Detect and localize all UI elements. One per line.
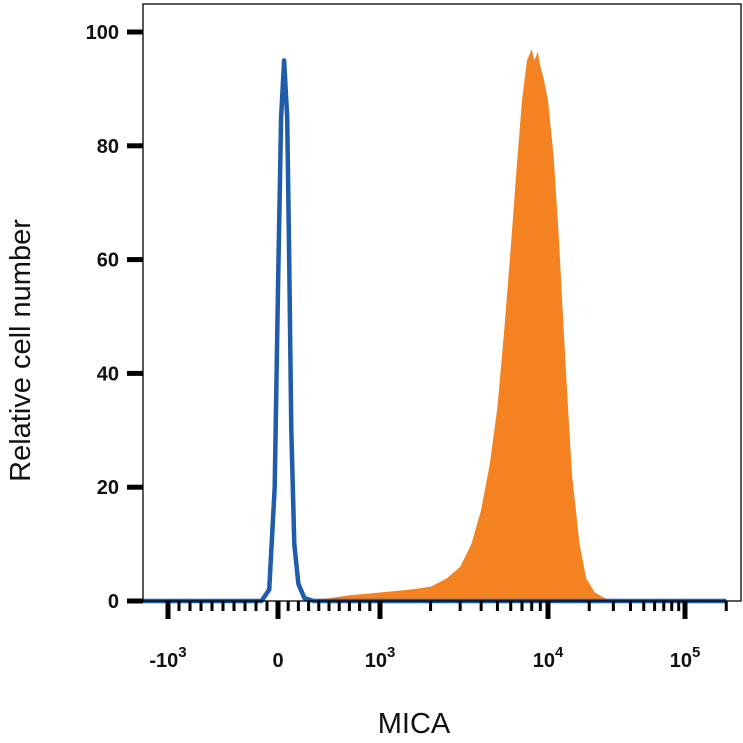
y-axis-title: Relative cell number <box>5 219 37 482</box>
x-axis: -103 0 103 104 105 <box>149 601 728 672</box>
series-1-line <box>143 58 727 604</box>
series-0-area <box>143 49 727 602</box>
y-axis: 0 20 40 60 80 100 <box>86 22 143 613</box>
x-tick-label: 103 <box>365 644 396 672</box>
y-tick-label: 100 <box>86 22 119 44</box>
x-tick-label: 105 <box>670 644 701 672</box>
series-layer <box>143 49 727 604</box>
y-tick-label: 40 <box>97 363 119 385</box>
y-tick-label: 0 <box>108 591 119 613</box>
y-tick-label: 20 <box>97 477 119 499</box>
x-tick-label: -103 <box>149 644 186 672</box>
x-tick-label: 104 <box>533 644 564 672</box>
y-tick-label: 60 <box>97 250 119 272</box>
plot-frame <box>142 3 742 602</box>
x-axis-title: MICA <box>378 708 451 740</box>
y-tick-label: 80 <box>97 136 119 158</box>
x-tick-label: 0 <box>272 650 283 672</box>
